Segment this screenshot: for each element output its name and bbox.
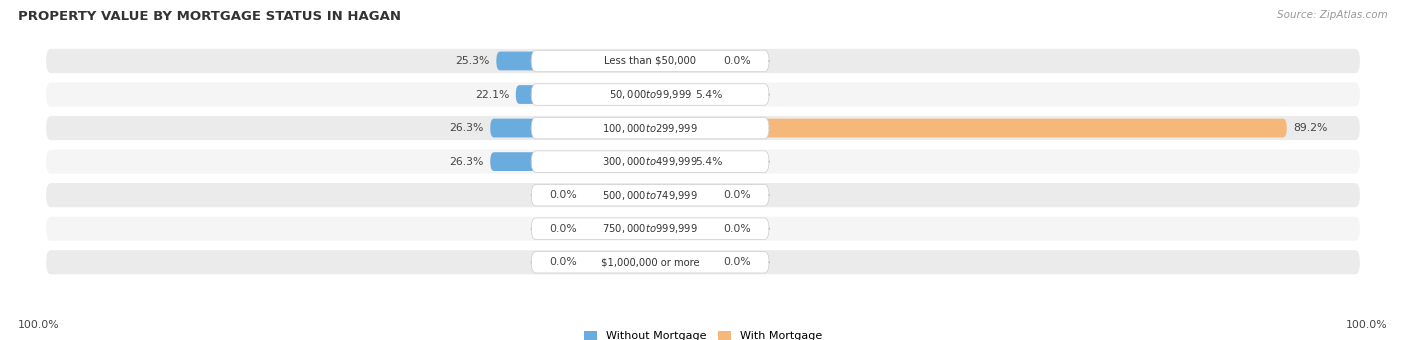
Text: 5.4%: 5.4% [696,89,723,100]
FancyBboxPatch shape [650,253,716,272]
FancyBboxPatch shape [531,184,769,206]
FancyBboxPatch shape [46,116,1360,140]
FancyBboxPatch shape [491,152,650,171]
FancyBboxPatch shape [46,49,1360,73]
FancyBboxPatch shape [531,50,769,72]
FancyBboxPatch shape [46,183,1360,207]
Text: 0.0%: 0.0% [723,224,751,234]
FancyBboxPatch shape [491,119,650,137]
FancyBboxPatch shape [650,219,716,238]
FancyBboxPatch shape [516,85,650,104]
Text: $50,000 to $99,999: $50,000 to $99,999 [609,88,692,101]
Text: $500,000 to $749,999: $500,000 to $749,999 [602,189,699,202]
Text: Less than $50,000: Less than $50,000 [605,56,696,66]
Text: Source: ZipAtlas.com: Source: ZipAtlas.com [1277,10,1388,20]
Text: 22.1%: 22.1% [475,89,509,100]
FancyBboxPatch shape [531,151,769,172]
Text: $100,000 to $299,999: $100,000 to $299,999 [602,122,697,135]
Text: 26.3%: 26.3% [450,157,484,167]
FancyBboxPatch shape [531,252,769,273]
Text: 0.0%: 0.0% [550,224,578,234]
FancyBboxPatch shape [46,217,1360,241]
FancyBboxPatch shape [46,250,1360,274]
Text: PROPERTY VALUE BY MORTGAGE STATUS IN HAGAN: PROPERTY VALUE BY MORTGAGE STATUS IN HAG… [18,10,401,23]
Text: 0.0%: 0.0% [723,190,751,200]
FancyBboxPatch shape [650,85,689,104]
FancyBboxPatch shape [46,82,1360,107]
FancyBboxPatch shape [583,219,650,238]
Legend: Without Mortgage, With Mortgage: Without Mortgage, With Mortgage [579,326,827,340]
FancyBboxPatch shape [583,186,650,205]
Text: 25.3%: 25.3% [456,56,489,66]
Text: 0.0%: 0.0% [550,190,578,200]
FancyBboxPatch shape [650,152,689,171]
FancyBboxPatch shape [650,52,716,70]
FancyBboxPatch shape [531,218,769,239]
FancyBboxPatch shape [650,119,1286,137]
Text: $300,000 to $499,999: $300,000 to $499,999 [602,155,699,168]
FancyBboxPatch shape [650,186,716,205]
Text: 26.3%: 26.3% [450,123,484,133]
Text: 0.0%: 0.0% [723,56,751,66]
Text: 100.0%: 100.0% [18,320,60,330]
FancyBboxPatch shape [496,52,650,70]
Text: 89.2%: 89.2% [1294,123,1327,133]
Text: 100.0%: 100.0% [1346,320,1388,330]
FancyBboxPatch shape [531,117,769,139]
Text: 0.0%: 0.0% [550,257,578,267]
Text: $1,000,000 or more: $1,000,000 or more [600,257,699,267]
FancyBboxPatch shape [583,253,650,272]
Text: 5.4%: 5.4% [696,157,723,167]
FancyBboxPatch shape [531,84,769,105]
Text: 0.0%: 0.0% [723,257,751,267]
Text: $750,000 to $999,999: $750,000 to $999,999 [602,222,699,235]
FancyBboxPatch shape [46,150,1360,174]
